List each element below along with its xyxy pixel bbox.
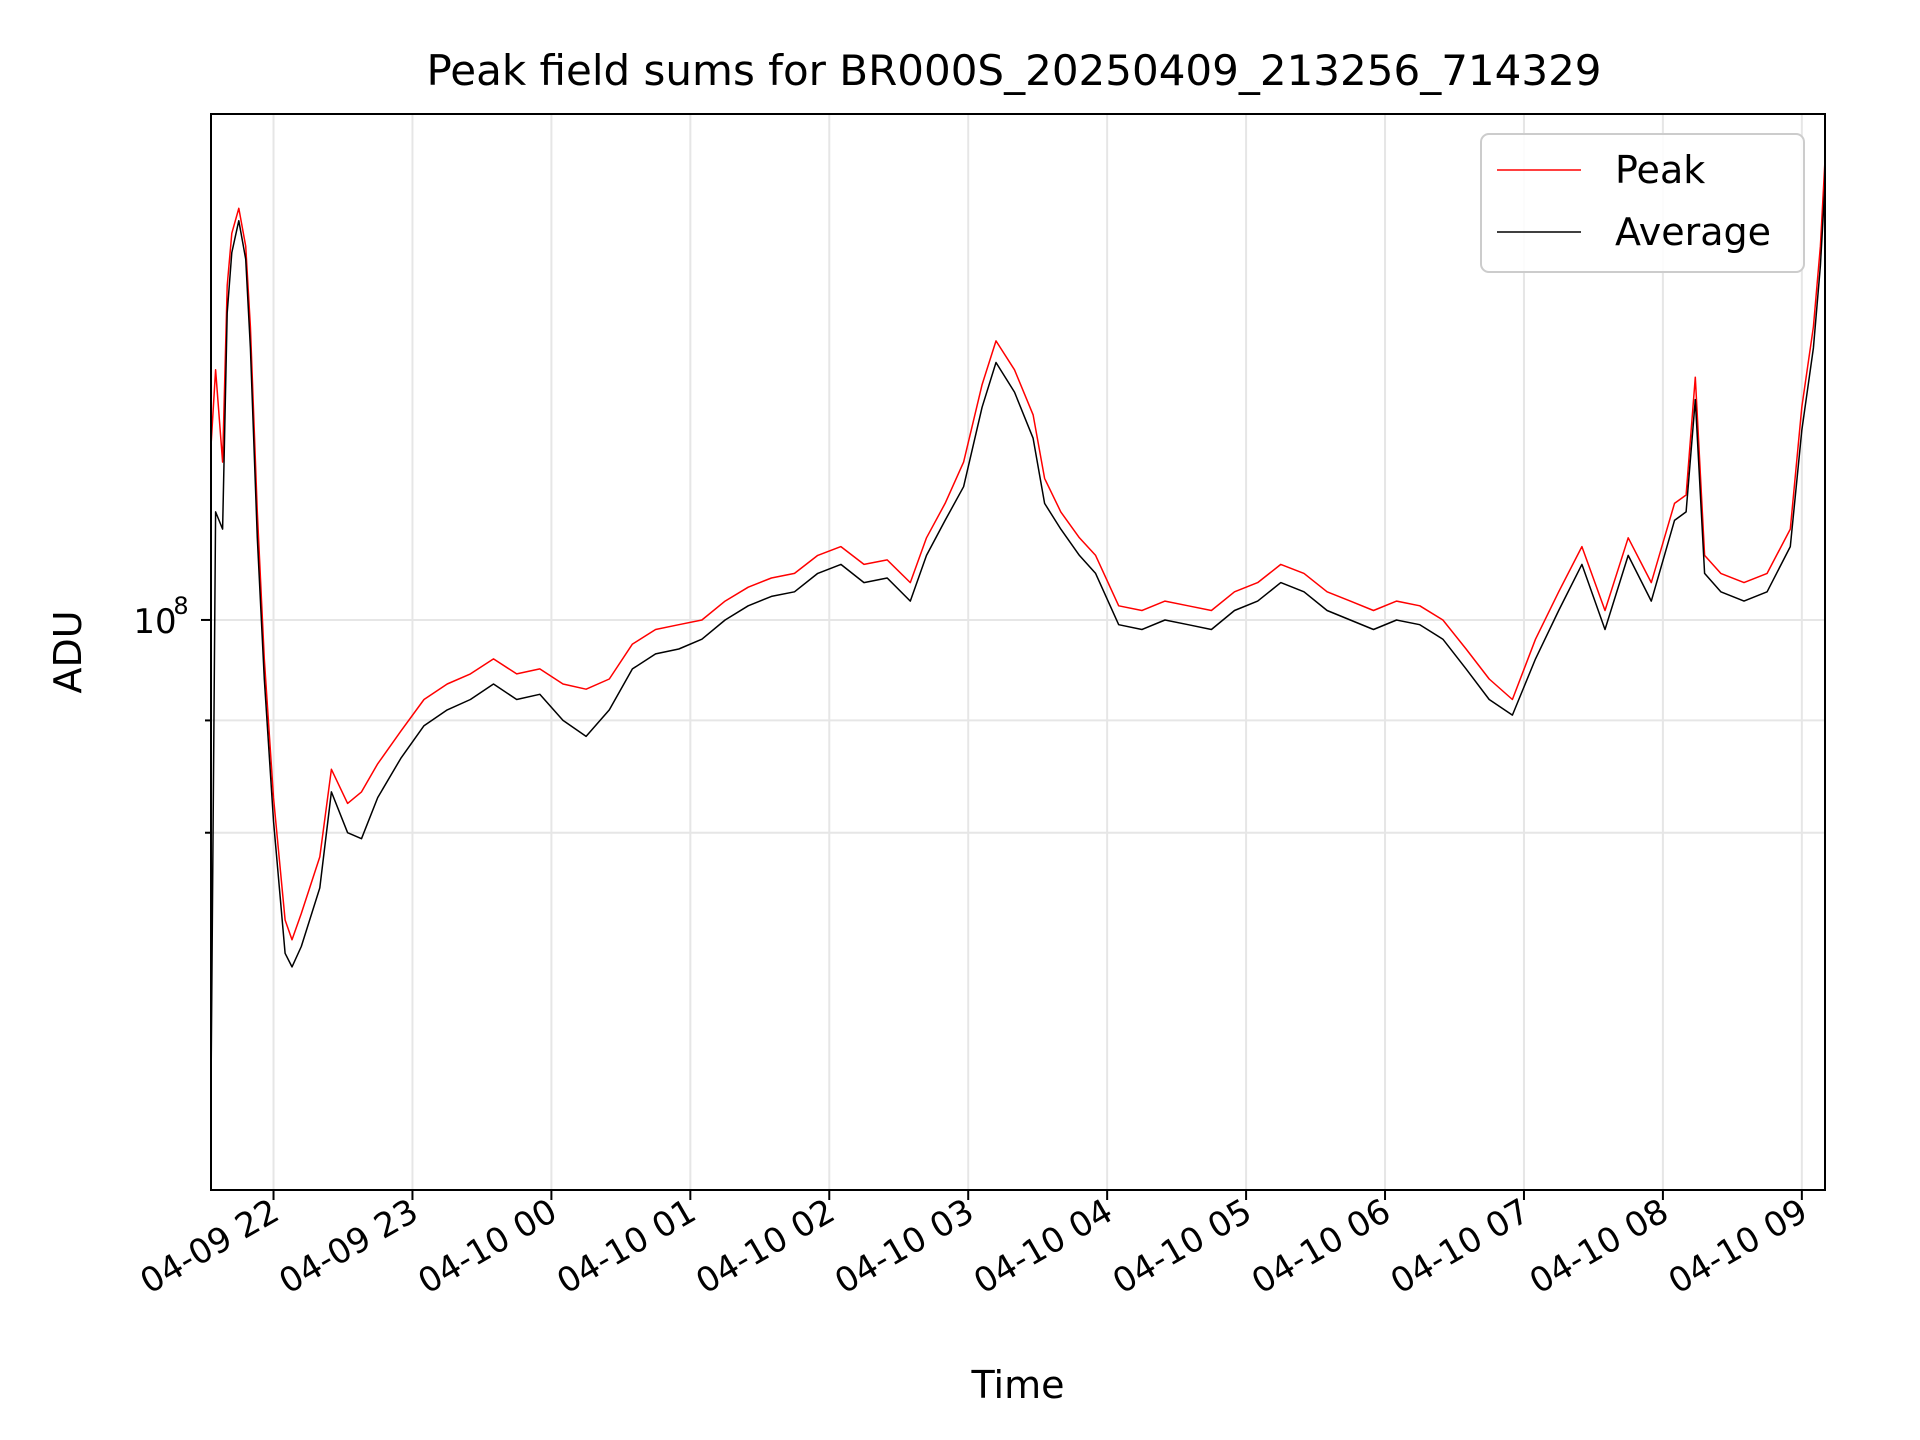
series-line-average (210, 183, 1826, 1092)
y-tick-label-exponent: 8 (173, 592, 188, 620)
y-tick-label: 108 (133, 592, 188, 642)
series-group (210, 159, 1826, 1092)
legend-box (1480, 133, 1805, 273)
chart-title: Peak field sums for BR000S_20250409_2132… (426, 46, 1601, 95)
legend: Peak Average (1480, 133, 1805, 273)
legend-label-peak: Peak (1615, 148, 1705, 192)
x-axis-label: Time (971, 1363, 1065, 1407)
plot-frame (210, 113, 1826, 1191)
y-tick-label-base: 10 (133, 602, 176, 642)
legend-label-average: Average (1615, 210, 1771, 254)
y-axis-label: ADU (46, 610, 90, 693)
grid (211, 114, 1825, 1190)
y-axis-ticks: 108 (133, 592, 211, 834)
series-line-peak (210, 159, 1826, 941)
